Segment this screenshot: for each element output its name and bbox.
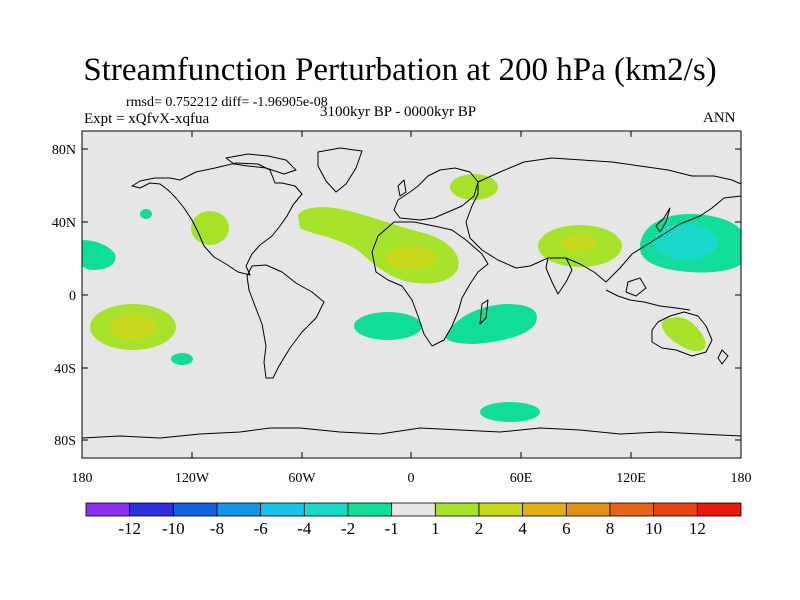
- coast-north-america: [131, 162, 303, 276]
- axis-ticks: [81, 131, 742, 458]
- x-tick-label: 0: [408, 471, 415, 486]
- contour-negative-japan-core: [654, 224, 718, 260]
- season-label: ANN: [703, 110, 736, 126]
- colorbar-label: -1: [385, 519, 399, 538]
- y-tick-label: 40N: [52, 216, 76, 231]
- contour-positive-tibet-core: [561, 235, 597, 251]
- coast-madagascar: [479, 299, 489, 325]
- colorbar-label: -10: [162, 519, 185, 538]
- colorbar-box: [85, 502, 131, 517]
- coast-greenland: [317, 147, 363, 193]
- x-tick-label: 180: [731, 471, 752, 486]
- y-tick-label: 80S: [54, 434, 76, 449]
- coast-africa: [371, 221, 489, 347]
- colorbar-label: -12: [118, 519, 141, 538]
- y-tick-label: 0: [69, 289, 76, 304]
- y-tick-label: 40S: [54, 362, 76, 377]
- colorbar-box: [260, 502, 305, 517]
- colorbar-boxes: [85, 502, 742, 517]
- contour-positive-europe: [450, 174, 498, 200]
- coast-britain: [397, 179, 407, 197]
- contour-positive-australia: [661, 317, 706, 352]
- colorbar-box: [303, 502, 349, 517]
- x-tick-label: 60W: [288, 471, 316, 486]
- chart-title: Streamfunction Perturbation at 200 hPa (…: [83, 52, 717, 88]
- colorbar-label: 8: [606, 519, 615, 538]
- colorbar-box: [653, 502, 698, 517]
- x-tick-label: 180: [72, 471, 93, 486]
- colorbar-labels: -12 -10 -8 -6 -4 -2 -1 1 2 4 6 8 10 12: [118, 519, 706, 538]
- colorbar-label: 12: [689, 519, 706, 538]
- colorbar: -12 -10 -8 -6 -4 -2 -1 1 2 4 6 8 10 12: [85, 502, 742, 538]
- period-label: 3100kyr BP - 0000kyr BP: [320, 104, 477, 120]
- contour-negative-wpacific: [82, 240, 116, 270]
- stats-text: rmsd= 0.752212 diff= -1.96905e-08: [126, 95, 328, 110]
- x-tick-label: 120W: [175, 471, 210, 486]
- y-tick-label: 80N: [52, 143, 76, 158]
- colorbar-label: -4: [297, 519, 312, 538]
- colorbar-box: [478, 502, 524, 517]
- colorbar-box: [609, 502, 655, 517]
- coast-new-zealand: [717, 349, 729, 365]
- colorbar-box: [391, 502, 436, 517]
- x-axis-labels: 180 120W 60W 0 60E 120E 180: [72, 471, 752, 486]
- colorbar-box: [172, 502, 218, 517]
- coast-antarctica: [81, 427, 742, 439]
- coast-borneo: [625, 277, 647, 297]
- coast-indonesia: [605, 289, 691, 311]
- contour-small-pacific-n: [140, 209, 152, 219]
- colorbar-box: [434, 502, 480, 517]
- coastlines: [81, 147, 742, 439]
- colorbar-label: 4: [518, 519, 527, 538]
- colorbar-box: [565, 502, 611, 517]
- colorbar-label: -6: [254, 519, 268, 538]
- map-frame: 180 120W 60W 0 60E 120E 180 80N 40N 0 40S 80S: [52, 130, 752, 486]
- y-axis-labels: 80N 40N 0 40S 80S: [52, 143, 76, 449]
- x-tick-label: 60E: [510, 471, 533, 486]
- colorbar-label: -2: [341, 519, 355, 538]
- colorbar-box: [347, 502, 393, 517]
- coast-europe: [393, 167, 479, 221]
- experiment-label: Expt = xQfvX-xqfua: [84, 111, 210, 127]
- x-tick-label: 120E: [616, 471, 646, 486]
- coast-canada-islands: [225, 153, 297, 175]
- contour-positive-africa-core: [386, 246, 436, 270]
- colorbar-box: [129, 502, 174, 517]
- contour-regions: [82, 174, 741, 422]
- contour-positive-mexico: [191, 211, 229, 245]
- colorbar-label: 6: [562, 519, 571, 538]
- coast-asia: [465, 157, 742, 283]
- contour-positive-spacific-core: [109, 314, 157, 340]
- colorbar-box: [522, 502, 567, 517]
- colorbar-label: -8: [210, 519, 224, 538]
- colorbar-box: [216, 502, 262, 517]
- contour-small-pacific-s: [171, 353, 193, 365]
- colorbar-label: 1: [431, 519, 440, 538]
- contour-negative-southern: [480, 402, 540, 422]
- coast-australia: [651, 311, 713, 357]
- colorbar-box: [696, 502, 742, 517]
- colorbar-label: 10: [645, 519, 662, 538]
- contour-negative-indian: [446, 304, 537, 344]
- coast-india: [545, 257, 573, 295]
- coast-south-america: [246, 264, 325, 379]
- colorbar-label: 2: [475, 519, 484, 538]
- coast-japan: [655, 207, 671, 233]
- contour-negative-satlantic: [354, 312, 422, 340]
